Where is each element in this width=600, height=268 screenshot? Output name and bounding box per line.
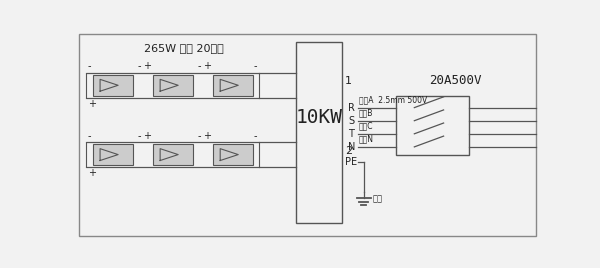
Text: -: - [137, 61, 140, 72]
Text: +: + [203, 131, 211, 141]
Bar [86, 142, 259, 167]
Text: +: + [88, 169, 96, 178]
Bar [86, 73, 259, 98]
Text: -: - [197, 61, 200, 72]
Text: -: - [253, 131, 257, 141]
Bar [92, 144, 133, 165]
Bar [213, 144, 253, 165]
Text: -: - [88, 131, 91, 141]
Bar [153, 144, 193, 165]
Text: 相线C: 相线C [359, 122, 374, 131]
Text: 1: 1 [345, 76, 352, 87]
Text: -: - [88, 61, 91, 72]
Text: -: - [253, 61, 257, 72]
Bar [153, 75, 193, 96]
Text: R: R [349, 103, 355, 113]
Text: -: - [137, 131, 140, 141]
Text: -: - [197, 131, 200, 141]
Text: 接地: 接地 [373, 194, 383, 203]
Text: 2: 2 [345, 146, 352, 156]
Text: +: + [203, 61, 211, 72]
Text: +: + [88, 99, 96, 109]
Bar [396, 96, 469, 155]
Text: T: T [349, 129, 354, 139]
Text: S: S [349, 116, 355, 126]
Text: 零线N: 零线N [359, 135, 374, 144]
Text: 265W 组件 20串联: 265W 组件 20串联 [145, 43, 224, 53]
Text: 10KW: 10KW [296, 108, 343, 127]
Text: 相线B: 相线B [359, 109, 373, 118]
Text: 相线A  2.5mm 500V: 相线A 2.5mm 500V [359, 95, 427, 105]
Text: PE: PE [345, 157, 358, 166]
Bar [92, 75, 133, 96]
Bar [296, 42, 342, 223]
Text: 20A500V: 20A500V [430, 74, 482, 87]
Text: +: + [143, 61, 151, 72]
Bar [213, 75, 253, 96]
Text: N: N [349, 142, 356, 152]
Text: +: + [143, 131, 151, 141]
